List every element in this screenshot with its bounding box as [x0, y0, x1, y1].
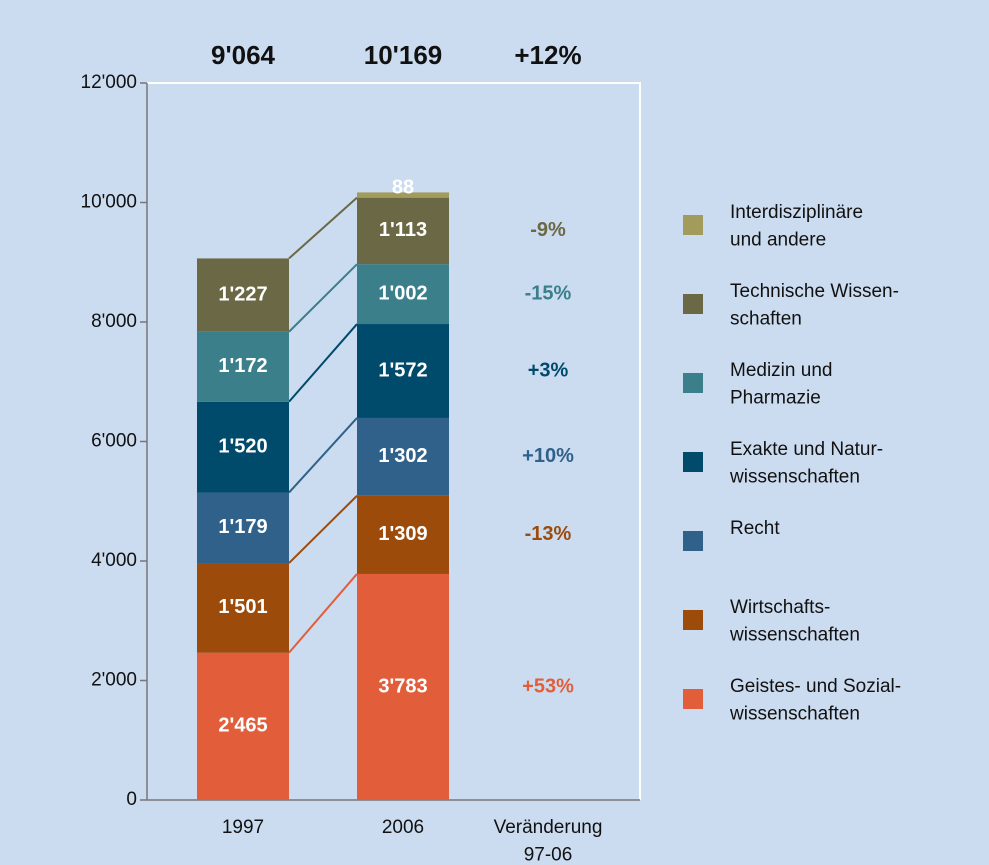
- legend-swatch: [683, 689, 703, 709]
- legend-swatch: [683, 294, 703, 314]
- legend-label: Geistes- und Sozial-wissenschaften: [729, 676, 901, 725]
- legend-label: Wirtschafts-wissenschaften: [729, 597, 860, 646]
- connector-line: [288, 323, 358, 403]
- bar-value-label: 1'309: [378, 523, 427, 545]
- bar-segment: [357, 495, 449, 574]
- total-label: 9'064: [211, 40, 276, 70]
- bar-segment: [197, 401, 289, 493]
- change-label: +10%: [522, 445, 574, 467]
- bar-value-label: 1'227: [218, 283, 267, 305]
- y-tick-label: 6'000: [91, 431, 137, 452]
- legend-label: Exakte und Natur-wissenschaften: [729, 439, 883, 488]
- change-label: -9%: [530, 219, 566, 241]
- connector-line: [288, 495, 358, 564]
- legend-label: Technische Wissen-schaften: [730, 281, 899, 330]
- y-tick-label: 4'000: [91, 550, 137, 571]
- legend-swatch: [683, 610, 703, 630]
- y-tick-label: 12'000: [81, 72, 137, 93]
- x-tick-label: 2006: [382, 817, 424, 838]
- y-tick-label: 0: [126, 789, 137, 810]
- bar-segment: [197, 492, 289, 564]
- connector-line: [288, 263, 358, 333]
- bar-segment: [357, 192, 449, 198]
- legend-label: Recht: [730, 518, 780, 539]
- legend-swatch: [683, 531, 703, 551]
- change-label: -13%: [525, 523, 572, 545]
- plot-frame: [147, 82, 641, 800]
- connector-line: [288, 417, 358, 494]
- change-label: +53%: [522, 675, 574, 697]
- bar-value-label: 2'465: [218, 715, 267, 737]
- bar-value-label: 1'520: [218, 435, 267, 457]
- x-tick-label: Veränderung 97-06: [494, 817, 603, 865]
- legend-swatch: [683, 452, 703, 472]
- bar-segment: [357, 417, 449, 496]
- connector-line: [288, 196, 358, 260]
- bar-value-label: 3'783: [378, 675, 427, 697]
- legend-swatch: [683, 215, 703, 235]
- bar-value-label: 1'572: [378, 359, 427, 381]
- bar-segment: [197, 652, 289, 800]
- bar-value-label: 1'179: [218, 516, 267, 538]
- legend-label: Medizin und Pharmazie: [730, 360, 832, 409]
- bar-value-label: 1'172: [218, 355, 267, 377]
- y-tick-label: 8'000: [91, 311, 137, 332]
- bar-segment: [197, 258, 289, 332]
- connector-line: [288, 573, 358, 654]
- bar-value-label: 1'113: [379, 219, 427, 241]
- bar-segment: [197, 563, 289, 653]
- bar-value-label: 88: [392, 177, 414, 199]
- bar-value-label: 1'501: [218, 596, 267, 618]
- legend-label: Interdisziplinäre und andere: [730, 202, 863, 251]
- bar-segment: [197, 331, 289, 402]
- bar-segment: [357, 264, 449, 325]
- total-change-label: +12%: [514, 40, 581, 70]
- y-tick-label: 10'000: [81, 192, 137, 213]
- change-label: +3%: [528, 359, 569, 381]
- bar-segment: [357, 324, 449, 418]
- bar-value-label: 1'002: [378, 282, 427, 304]
- bar-value-label: 1'302: [378, 445, 427, 467]
- x-tick-label: 1997: [222, 817, 264, 838]
- legend-swatch: [683, 373, 703, 393]
- bar-segment: [357, 197, 449, 265]
- total-label: 10'169: [364, 40, 442, 70]
- change-label: -15%: [525, 282, 572, 304]
- y-tick-label: 2'000: [91, 670, 137, 691]
- bar-segment: [357, 573, 449, 800]
